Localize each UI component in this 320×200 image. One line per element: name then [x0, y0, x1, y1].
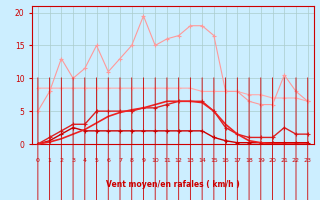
- X-axis label: Vent moyen/en rafales ( km/h ): Vent moyen/en rafales ( km/h ): [106, 180, 240, 189]
